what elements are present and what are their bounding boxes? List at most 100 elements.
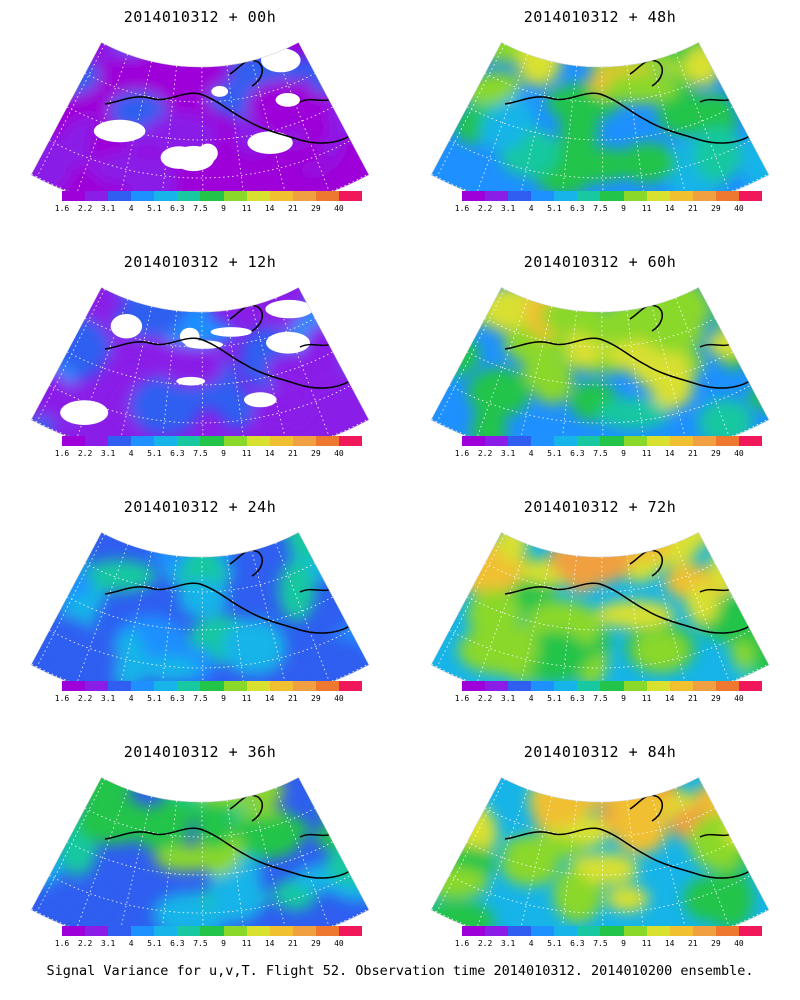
colorbar-label: 6.3: [570, 204, 585, 213]
colorbar-swatch: [485, 436, 509, 446]
colorbar-label: 14: [264, 204, 275, 213]
colorbar-swatch: [154, 681, 178, 691]
colorbar-label: 11: [241, 694, 252, 703]
colorbar-swatch: [485, 681, 509, 691]
colorbar: [462, 436, 763, 446]
colorbar-label: 40: [334, 204, 344, 213]
colorbar-label: 7.5: [193, 939, 208, 948]
colorbar-label: 40: [334, 449, 344, 458]
map-panel: 2014010312 + 24h 1.6 2.2 3.1 4 5.1 6.3 7.5 9 11 14…: [0, 490, 400, 735]
colorbar-label: 6.3: [170, 449, 185, 458]
colorbar: [462, 191, 763, 201]
colorbar-swatch: [600, 926, 624, 936]
map-panel: 2014010312 + 12h 1.6 2.2 3.1 4 5.1 6.3 7.5 9 11 14…: [0, 245, 400, 490]
colorbar-swatch: [577, 436, 601, 446]
colorbar-swatch: [338, 926, 363, 936]
colorbar-swatch: [462, 681, 486, 691]
colorbar-swatch: [85, 191, 109, 201]
colorbar: [62, 681, 363, 691]
colorbar-swatch: [600, 681, 624, 691]
colorbar-label: 14: [664, 694, 675, 703]
colorbar-swatch: [269, 926, 293, 936]
colorbar-swatch: [738, 681, 763, 691]
colorbar-swatch: [554, 926, 578, 936]
panel-title: 2014010312 + 12h: [123, 253, 277, 271]
colorbar-label: 3.1: [100, 939, 116, 948]
colorbar-label: 6.3: [570, 939, 585, 948]
colorbar-label: 5.1: [147, 449, 162, 458]
colorbar-swatch: [715, 681, 739, 691]
colorbar-swatch: [531, 926, 555, 936]
colorbar-label: 5.1: [547, 939, 562, 948]
colorbar-swatch: [154, 436, 178, 446]
colorbar-swatch: [508, 926, 532, 936]
colorbar-swatch: [246, 436, 270, 446]
colorbar-swatch: [669, 436, 693, 446]
colorbar-label: 3.1: [100, 694, 116, 703]
colorbar-label: 6.3: [570, 449, 585, 458]
colorbar-swatch: [623, 436, 647, 446]
colorbar-label: 7.5: [593, 694, 608, 703]
colorbar-label: 3.1: [500, 204, 516, 213]
variance-map: [430, 42, 770, 192]
colorbar-swatch: [669, 681, 693, 691]
colorbar-label: 14: [664, 204, 675, 213]
colorbar-label: 5.1: [547, 204, 562, 213]
colorbar-label: 7.5: [593, 204, 608, 213]
colorbar-label: 2.2: [77, 694, 93, 703]
colorbar-label: 6.3: [170, 694, 185, 703]
colorbar-label: 9: [221, 939, 226, 948]
variance-map: [30, 42, 370, 192]
colorbar-swatch: [85, 436, 109, 446]
colorbar-swatch: [692, 191, 716, 201]
colorbar-swatch: [600, 191, 624, 201]
colorbar-labels: 1.6 2.2 3.1 4 5.1 6.3 7.5 9 11 14 21 29 40: [0, 694, 400, 706]
colorbar-label: 9: [621, 939, 626, 948]
colorbar: [62, 191, 363, 201]
panel-title: 2014010312 + 00h: [123, 8, 277, 26]
colorbar: [62, 436, 363, 446]
colorbar-label: 9: [221, 449, 226, 458]
colorbar-swatch: [646, 926, 670, 936]
colorbar-label: 6.3: [570, 694, 585, 703]
variance-map: [430, 532, 770, 682]
colorbar-swatch: [223, 926, 247, 936]
panel-title: 2014010312 + 48h: [523, 8, 677, 26]
variance-map: [430, 777, 770, 927]
colorbar-swatch: [154, 926, 178, 936]
panel-title: 2014010312 + 24h: [123, 498, 277, 516]
colorbar-swatch: [577, 191, 601, 201]
colorbar-swatch: [508, 436, 532, 446]
colorbar-label: 14: [664, 449, 675, 458]
map-panel: 2014010312 + 36h 1.6 2.2 3.1 4 5.1 6.3 7.5 9 11 14…: [0, 735, 400, 980]
colorbar-swatch: [715, 191, 739, 201]
colorbar-swatch: [531, 436, 555, 446]
variance-map: [30, 287, 370, 437]
colorbar-label: 29: [311, 939, 321, 948]
colorbar-label: 21: [687, 939, 698, 948]
colorbar-swatch: [462, 926, 486, 936]
colorbar-swatch: [62, 681, 86, 691]
panel-title: 2014010312 + 72h: [523, 498, 677, 516]
colorbar-label: 29: [311, 204, 321, 213]
colorbar-swatch: [623, 191, 647, 201]
colorbar-label: 1.6: [454, 694, 470, 703]
colorbar-swatch: [131, 681, 155, 691]
colorbar-swatch: [108, 926, 132, 936]
colorbar-label: 1.6: [54, 939, 70, 948]
colorbar-label: 3.1: [100, 449, 116, 458]
colorbar-swatch: [531, 681, 555, 691]
colorbar-label: 29: [311, 694, 321, 703]
colorbar-swatch: [646, 681, 670, 691]
colorbar-label: 11: [241, 449, 252, 458]
colorbar-label: 7.5: [593, 939, 608, 948]
colorbar-label: 21: [687, 449, 698, 458]
colorbar-label: 6.3: [170, 204, 185, 213]
colorbar-swatch: [177, 681, 201, 691]
colorbar-label: 1.6: [54, 694, 70, 703]
colorbar-label: 4: [528, 449, 534, 458]
colorbar-swatch: [108, 681, 132, 691]
colorbar-label: 2.2: [77, 449, 93, 458]
colorbar-swatch: [223, 191, 247, 201]
colorbar-label: 40: [334, 694, 344, 703]
